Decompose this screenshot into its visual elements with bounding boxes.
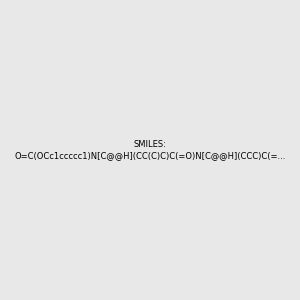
Text: SMILES:
O=C(OCc1ccccc1)N[C@@H](CC(C)C)C(=O)N[C@@H](CCC)C(=...: SMILES: O=C(OCc1ccccc1)N[C@@H](CC(C)C)C(… [14, 140, 286, 160]
